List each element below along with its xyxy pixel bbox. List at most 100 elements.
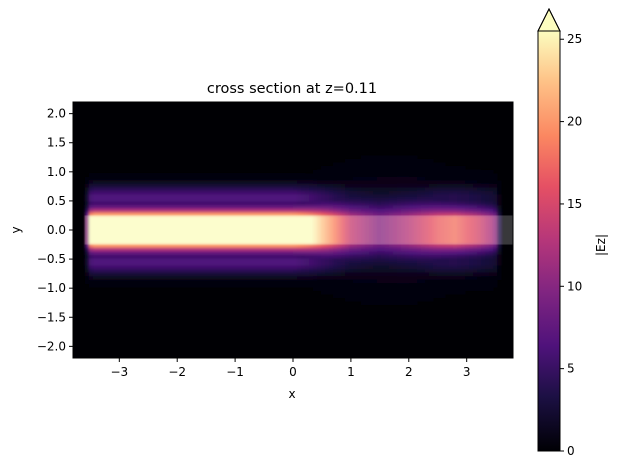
heatmap-cell	[209, 180, 214, 185]
heatmap-cell	[169, 187, 174, 192]
heatmap-cell	[305, 283, 310, 288]
heatmap-cell	[473, 205, 478, 210]
heatmap-cell	[361, 162, 366, 167]
heatmap-cell	[413, 166, 418, 171]
heatmap-cell	[293, 198, 298, 203]
heatmap-cell	[385, 215, 390, 220]
heatmap-cell	[333, 205, 338, 210]
heatmap-cell	[461, 173, 466, 178]
heatmap-cell	[449, 194, 454, 199]
heatmap-cell	[369, 290, 374, 295]
heatmap-cell	[289, 176, 294, 181]
heatmap-cell	[449, 230, 454, 235]
heatmap-cell	[477, 262, 482, 267]
heatmap-cell	[381, 230, 386, 235]
heatmap-cell	[181, 215, 186, 220]
heatmap-cell	[361, 272, 366, 277]
heatmap-cell	[141, 272, 146, 277]
heatmap-cell	[117, 212, 122, 217]
heatmap-cell	[145, 230, 150, 235]
heatmap-cell	[417, 272, 422, 277]
heatmap-cell	[345, 198, 350, 203]
heatmap-cell	[409, 198, 414, 203]
heatmap-cell	[445, 230, 450, 235]
heatmap-cell	[421, 208, 426, 213]
heatmap-cell	[389, 183, 394, 188]
heatmap-cell	[197, 233, 202, 238]
heatmap-cell	[405, 222, 410, 228]
heatmap-cell	[333, 240, 338, 245]
heatmap-cell	[273, 254, 278, 260]
heatmap-cell	[341, 176, 346, 181]
heatmap-cell	[153, 269, 158, 274]
heatmap-cell	[213, 205, 218, 210]
heatmap-cell	[333, 237, 338, 242]
heatmap-cell	[421, 222, 426, 228]
heatmap-cell	[453, 276, 458, 281]
heatmap-cell	[421, 262, 426, 267]
heatmap-cell	[397, 205, 402, 210]
heatmap-cell	[445, 251, 450, 256]
heatmap-cell	[205, 247, 210, 252]
heatmap-cell	[425, 244, 430, 249]
heatmap-cell	[453, 173, 458, 178]
heatmap-cell	[161, 176, 166, 181]
heatmap-cell	[297, 244, 302, 249]
heatmap-cell	[325, 212, 330, 217]
heatmap-cell	[485, 219, 490, 224]
heatmap-cell	[289, 187, 294, 192]
heatmap-cell	[409, 262, 414, 267]
heatmap-cell	[421, 237, 426, 242]
heatmap-cell	[321, 240, 326, 245]
heatmap-cell	[489, 247, 494, 252]
heatmap-cell	[109, 208, 114, 213]
heatmap-cell	[269, 215, 274, 220]
heatmap-cell	[409, 201, 414, 206]
heatmap-cell	[109, 258, 114, 263]
heatmap-cell	[485, 226, 490, 231]
heatmap-cell	[97, 269, 102, 274]
heatmap-cell	[141, 262, 146, 267]
heatmap-cell	[181, 187, 186, 192]
heatmap-cell	[309, 254, 314, 260]
heatmap-cell	[257, 198, 262, 203]
heatmap-cell	[417, 244, 422, 249]
heatmap-cell	[189, 187, 194, 192]
heatmap-cell	[409, 226, 414, 231]
heatmap-cell	[393, 219, 398, 224]
heatmap-cell	[125, 258, 130, 263]
heatmap-cell	[457, 190, 462, 196]
heatmap-cell	[381, 187, 386, 192]
heatmap-cell	[337, 219, 342, 224]
heatmap-cell	[489, 240, 494, 245]
heatmap-cell	[465, 190, 470, 196]
heatmap-cell	[449, 205, 454, 210]
heatmap-cell	[477, 194, 482, 199]
heatmap-cell	[481, 190, 486, 196]
heatmap-cell	[341, 173, 346, 178]
heatmap-cell	[301, 194, 306, 199]
heatmap-cell	[345, 222, 350, 228]
heatmap-cell	[213, 208, 218, 213]
heatmap-cell	[197, 219, 202, 224]
heatmap-cell	[401, 258, 406, 263]
heatmap-cell	[449, 265, 454, 270]
heatmap-cell	[473, 272, 478, 277]
heatmap-cell	[497, 237, 502, 242]
heatmap-cell	[249, 251, 254, 256]
heatmap-cell	[353, 247, 358, 252]
heatmap-cell	[409, 283, 414, 288]
heatmap-cell	[477, 215, 482, 220]
heatmap-cell	[465, 265, 470, 270]
heatmap-cell	[341, 286, 346, 292]
heatmap-cell	[437, 276, 442, 281]
heatmap-cell	[317, 194, 322, 199]
heatmap-cell	[345, 190, 350, 196]
heatmap-cell	[89, 283, 94, 288]
heatmap-cell	[481, 251, 486, 256]
heatmap-cell	[289, 173, 294, 178]
heatmap-cell	[477, 190, 482, 196]
heatmap-cell	[201, 251, 206, 256]
heatmap-cell	[341, 222, 346, 228]
heatmap-cell	[141, 237, 146, 242]
